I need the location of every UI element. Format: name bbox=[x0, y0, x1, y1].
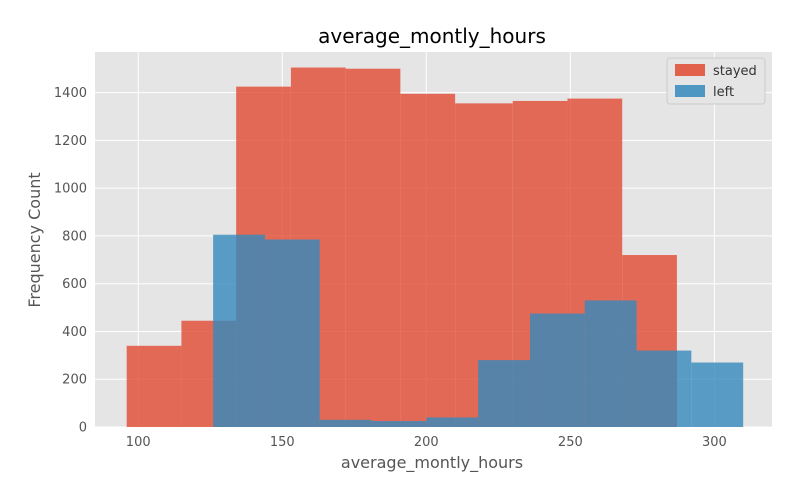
bar-stayed bbox=[345, 68, 401, 428]
y-tick-label: 200 bbox=[62, 373, 87, 388]
y-tick-label: 0 bbox=[79, 421, 87, 436]
bar-left bbox=[426, 417, 479, 427]
legend-swatch-left bbox=[675, 85, 705, 97]
legend-label-left: left bbox=[713, 85, 734, 100]
bar-left bbox=[584, 300, 637, 427]
y-tick-label: 600 bbox=[62, 277, 87, 292]
legend-swatch-stayed bbox=[675, 64, 705, 76]
bar-left bbox=[371, 421, 427, 427]
chart-title: average_montly_hours bbox=[318, 24, 546, 48]
bar-stayed bbox=[400, 93, 456, 427]
legend: stayed left bbox=[666, 57, 766, 105]
legend-label-stayed: stayed bbox=[713, 64, 757, 79]
x-tick-label: 300 bbox=[702, 435, 727, 450]
x-tick-label: 250 bbox=[558, 435, 583, 450]
bar-left bbox=[636, 350, 692, 427]
y-tick-label: 1400 bbox=[54, 86, 87, 101]
x-tick-label: 200 bbox=[414, 435, 439, 450]
tick-labels: 100 150 200 250 300 0 200 400 600 800 1000 1200 1400 bbox=[54, 86, 727, 450]
x-axis-label: average_montly_hours bbox=[341, 453, 523, 473]
bar-left bbox=[478, 360, 531, 427]
x-tick-label: 150 bbox=[270, 435, 295, 450]
x-tick-label: 100 bbox=[126, 435, 151, 450]
bar-left bbox=[530, 313, 585, 427]
y-tick-label: 1200 bbox=[54, 134, 87, 149]
bar-left bbox=[691, 362, 744, 427]
bars bbox=[126, 67, 744, 428]
y-tick-label: 1000 bbox=[54, 182, 87, 197]
y-tick-label: 800 bbox=[62, 229, 87, 244]
y-axis-label: Frequency Count bbox=[25, 172, 44, 307]
bar-stayed bbox=[126, 345, 182, 427]
bar-left bbox=[213, 234, 265, 427]
y-tick-label: 400 bbox=[62, 325, 87, 340]
bar-left bbox=[264, 239, 320, 427]
bar-left bbox=[319, 419, 372, 427]
